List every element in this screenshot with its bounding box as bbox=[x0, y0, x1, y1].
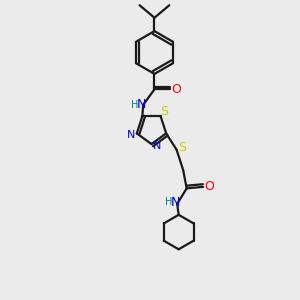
Text: N: N bbox=[137, 98, 146, 111]
Text: O: O bbox=[205, 180, 214, 194]
Text: H: H bbox=[165, 197, 172, 207]
Text: H: H bbox=[131, 100, 139, 110]
Text: S: S bbox=[178, 141, 186, 154]
Text: O: O bbox=[172, 83, 182, 96]
Text: N: N bbox=[153, 140, 161, 151]
Text: S: S bbox=[160, 105, 168, 118]
Text: N: N bbox=[127, 130, 136, 140]
Text: N: N bbox=[171, 196, 180, 209]
